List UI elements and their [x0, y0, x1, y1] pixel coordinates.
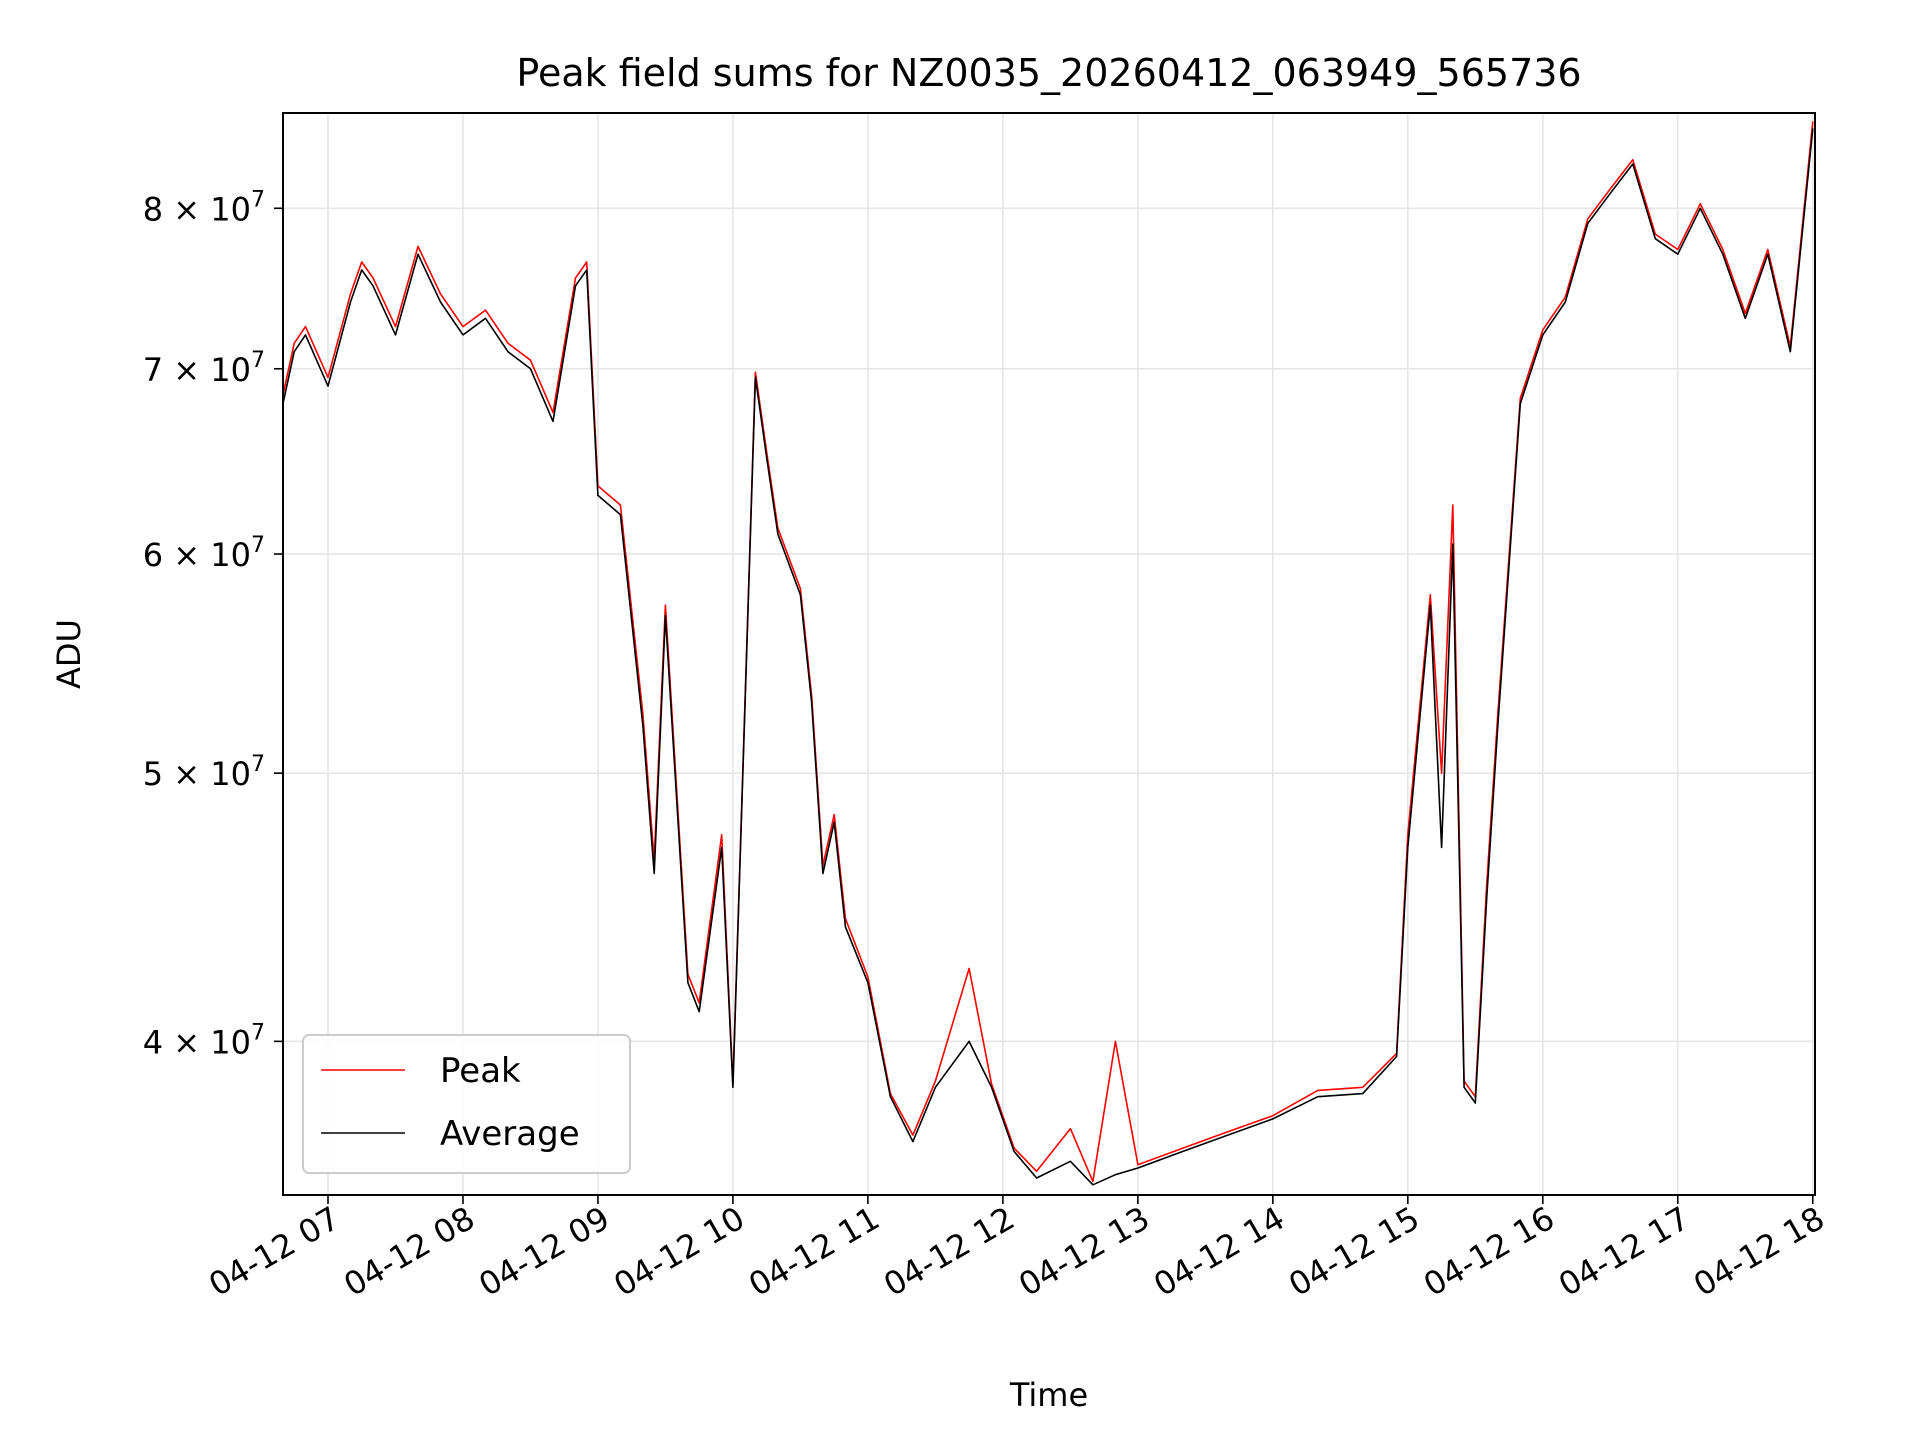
- x-tick-label: 04-12 10: [607, 1199, 751, 1304]
- legend-label-average: Average: [440, 1114, 580, 1154]
- x-tick-label: 04-12 09: [472, 1199, 616, 1304]
- y-tick-label: 5 × 107: [143, 752, 265, 793]
- x-tick-label: 04-12 18: [1687, 1199, 1831, 1304]
- x-tick-label: 04-12 15: [1282, 1199, 1426, 1304]
- y-tick-label: 4 × 107: [143, 1020, 265, 1061]
- x-tick-label: 04-12 16: [1417, 1199, 1561, 1304]
- legend: Peak Average: [302, 1034, 631, 1174]
- legend-label-peak: Peak: [440, 1051, 521, 1091]
- series-line-average: [282, 128, 1814, 1186]
- x-tick-label: 04-12 13: [1012, 1199, 1156, 1304]
- y-axis: 4 × 107 5 × 107 6 × 107 7 × 107 8 × 107: [143, 187, 283, 1061]
- x-tick-label: 04-12 08: [337, 1199, 481, 1304]
- x-tick-label: 04-12 14: [1147, 1199, 1291, 1304]
- x-tick-label: 04-12 17: [1552, 1199, 1696, 1304]
- y-tick-label: 8 × 107: [143, 187, 265, 228]
- x-axis-label: Time: [1009, 1376, 1088, 1414]
- series-line-peak: [282, 121, 1814, 1183]
- series-lines: [282, 121, 1814, 1186]
- plot-frame: [282, 112, 1816, 1196]
- grid: [283, 113, 1815, 1195]
- chart-title: Peak field sums for NZ0035_20260412_0639…: [516, 51, 1581, 95]
- y-axis-label: ADU: [50, 619, 88, 689]
- x-tick-label: 04-12 12: [877, 1199, 1021, 1304]
- x-tick-label: 04-12 07: [202, 1199, 346, 1304]
- y-tick-label: 7 × 107: [143, 348, 265, 389]
- x-tick-label: 04-12 11: [742, 1199, 886, 1304]
- y-tick-label: 6 × 107: [143, 533, 265, 574]
